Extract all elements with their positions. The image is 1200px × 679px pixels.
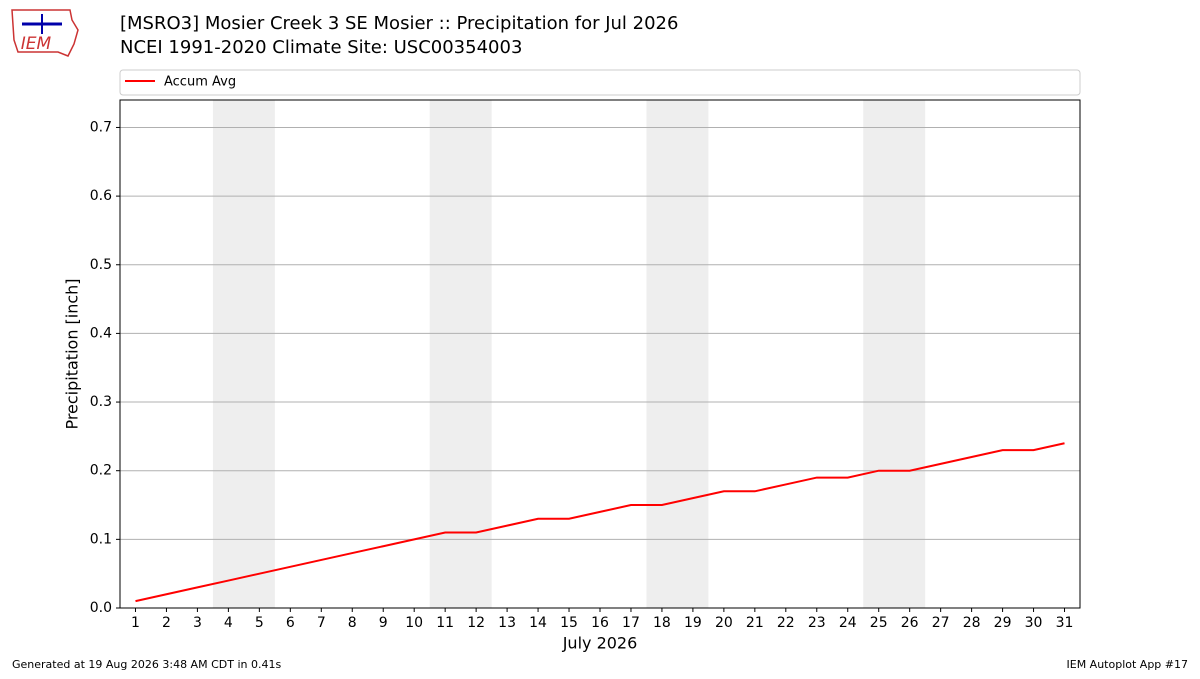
x-tick-label: 8 — [348, 615, 357, 631]
x-tick-label: 4 — [224, 615, 233, 631]
weekend-band — [429, 100, 492, 608]
x-tick-label: 31 — [1056, 615, 1074, 631]
x-tick-label: 24 — [839, 615, 857, 631]
chart-subtitle: NCEI 1991-2020 Climate Site: USC00354003 — [120, 37, 522, 58]
legend-label: Accum Avg — [164, 75, 236, 90]
y-tick-label: 0.1 — [90, 531, 112, 547]
x-tick-label: 15 — [560, 615, 578, 631]
x-tick-label: 27 — [932, 615, 950, 631]
footer-right: IEM Autoplot App #17 — [1067, 658, 1189, 671]
y-tick-label: 0.0 — [90, 600, 112, 616]
weekend-band — [212, 100, 275, 608]
weekend-band — [863, 100, 926, 608]
plot-frame — [119, 99, 1081, 609]
x-tick-label: 29 — [994, 615, 1012, 631]
y-axis-label: Precipitation [inch] — [63, 278, 82, 429]
y-tick-label: 0.5 — [90, 257, 112, 273]
x-axis-label: July 2026 — [562, 634, 638, 653]
x-tick-label: 20 — [715, 615, 733, 631]
x-tick-label: 2 — [162, 615, 171, 631]
x-tick-label: 14 — [529, 615, 547, 631]
x-tick-label: 16 — [591, 615, 609, 631]
x-tick-label: 12 — [467, 615, 485, 631]
x-tick-label: 23 — [808, 615, 826, 631]
x-tick-label: 30 — [1025, 615, 1043, 631]
footer-left: Generated at 19 Aug 2026 3:48 AM CDT in … — [12, 658, 281, 671]
x-tick-label: 5 — [255, 615, 264, 631]
x-tick-label: 28 — [963, 615, 981, 631]
legend-box — [119, 69, 1081, 96]
x-tick-label: 11 — [436, 615, 454, 631]
x-tick-label: 3 — [193, 615, 202, 631]
x-tick-label: 1 — [131, 615, 140, 631]
x-tick-label: 22 — [777, 615, 795, 631]
weekend-band — [646, 100, 709, 608]
x-tick-label: 13 — [498, 615, 516, 631]
chart-title: [MSRO3] Mosier Creek 3 SE Mosier :: Prec… — [120, 13, 678, 34]
series-line — [135, 442, 1065, 603]
x-tick-label: 19 — [684, 615, 702, 631]
y-tick-label: 0.3 — [90, 394, 112, 410]
x-tick-label: 25 — [870, 615, 888, 631]
x-tick-label: 7 — [317, 615, 326, 631]
logo-text: IEM — [21, 34, 52, 54]
y-tick-label: 0.7 — [90, 119, 112, 135]
x-tick-label: 21 — [746, 615, 764, 631]
y-tick-label: 0.2 — [90, 463, 112, 479]
x-tick-label: 10 — [405, 615, 423, 631]
y-tick-label: 0.4 — [90, 325, 112, 341]
x-tick-label: 18 — [653, 615, 671, 631]
x-tick-label: 6 — [286, 615, 295, 631]
logo: IEM — [11, 9, 79, 57]
x-tick-label: 17 — [622, 615, 640, 631]
x-tick-label: 9 — [379, 615, 388, 631]
x-tick-label: 26 — [901, 615, 919, 631]
y-tick-label: 0.6 — [90, 188, 112, 204]
